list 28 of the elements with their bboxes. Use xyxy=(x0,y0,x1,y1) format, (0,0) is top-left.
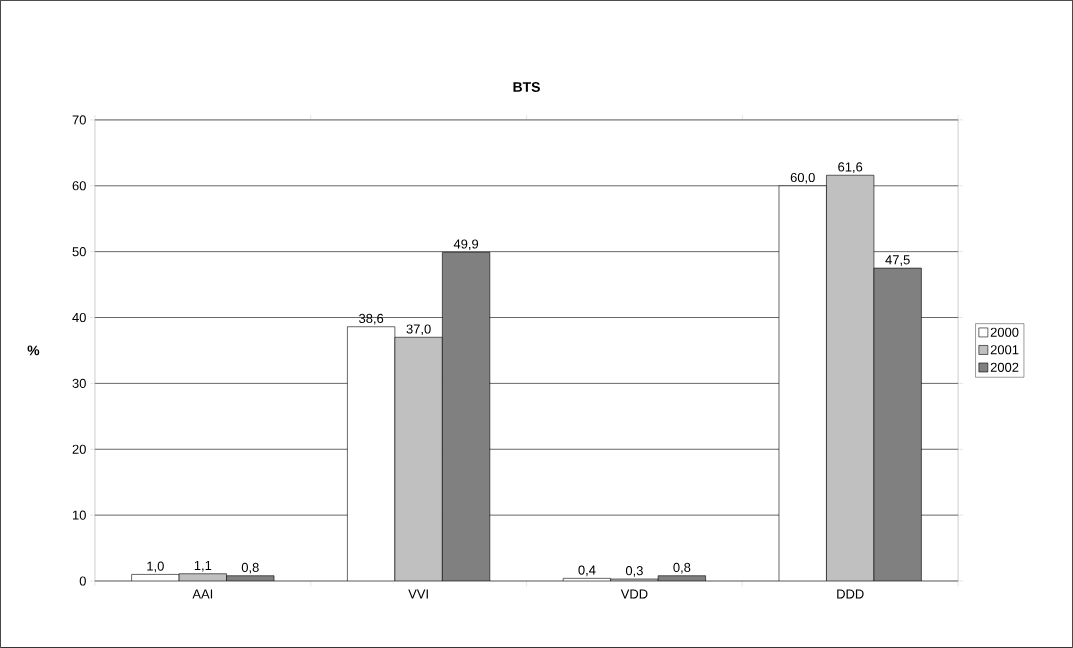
legend-label: 2000 xyxy=(990,327,1019,337)
y-tick-label: 10 xyxy=(72,510,86,520)
data-label: 37,0 xyxy=(406,324,431,336)
data-label: 1,0 xyxy=(147,561,164,573)
data-label: 49,9 xyxy=(453,239,479,251)
legend-label: 2002 xyxy=(990,362,1019,372)
data-label: 1,1 xyxy=(194,561,212,572)
x-tick-label: DDD xyxy=(837,589,864,599)
x-tick-label: VDD xyxy=(620,589,648,599)
data-label: 0,3 xyxy=(625,566,643,577)
y-tick-label: 0 xyxy=(79,576,86,586)
y-axis-title: % xyxy=(27,345,40,356)
y-tick-label: 60 xyxy=(72,181,86,191)
x-tick-label: AAI xyxy=(192,589,213,599)
y-tick-label: 40 xyxy=(72,312,86,323)
y-tick-label: 70 xyxy=(72,115,86,125)
y-tick-label: 50 xyxy=(72,247,86,257)
data-label: 0,4 xyxy=(578,565,596,577)
data-label: 47,5 xyxy=(885,255,910,266)
data-label: 61,6 xyxy=(838,162,863,174)
x-tick-label: VVI xyxy=(408,589,428,599)
data-label: 60,0 xyxy=(790,172,815,184)
chart-title: BTS xyxy=(513,82,540,93)
data-label: 0,8 xyxy=(673,562,691,574)
y-tick-label: 30 xyxy=(72,378,86,389)
legend-label: 2001 xyxy=(990,345,1019,355)
data-label: 0,8 xyxy=(241,562,259,574)
y-tick-label: 20 xyxy=(72,444,86,454)
